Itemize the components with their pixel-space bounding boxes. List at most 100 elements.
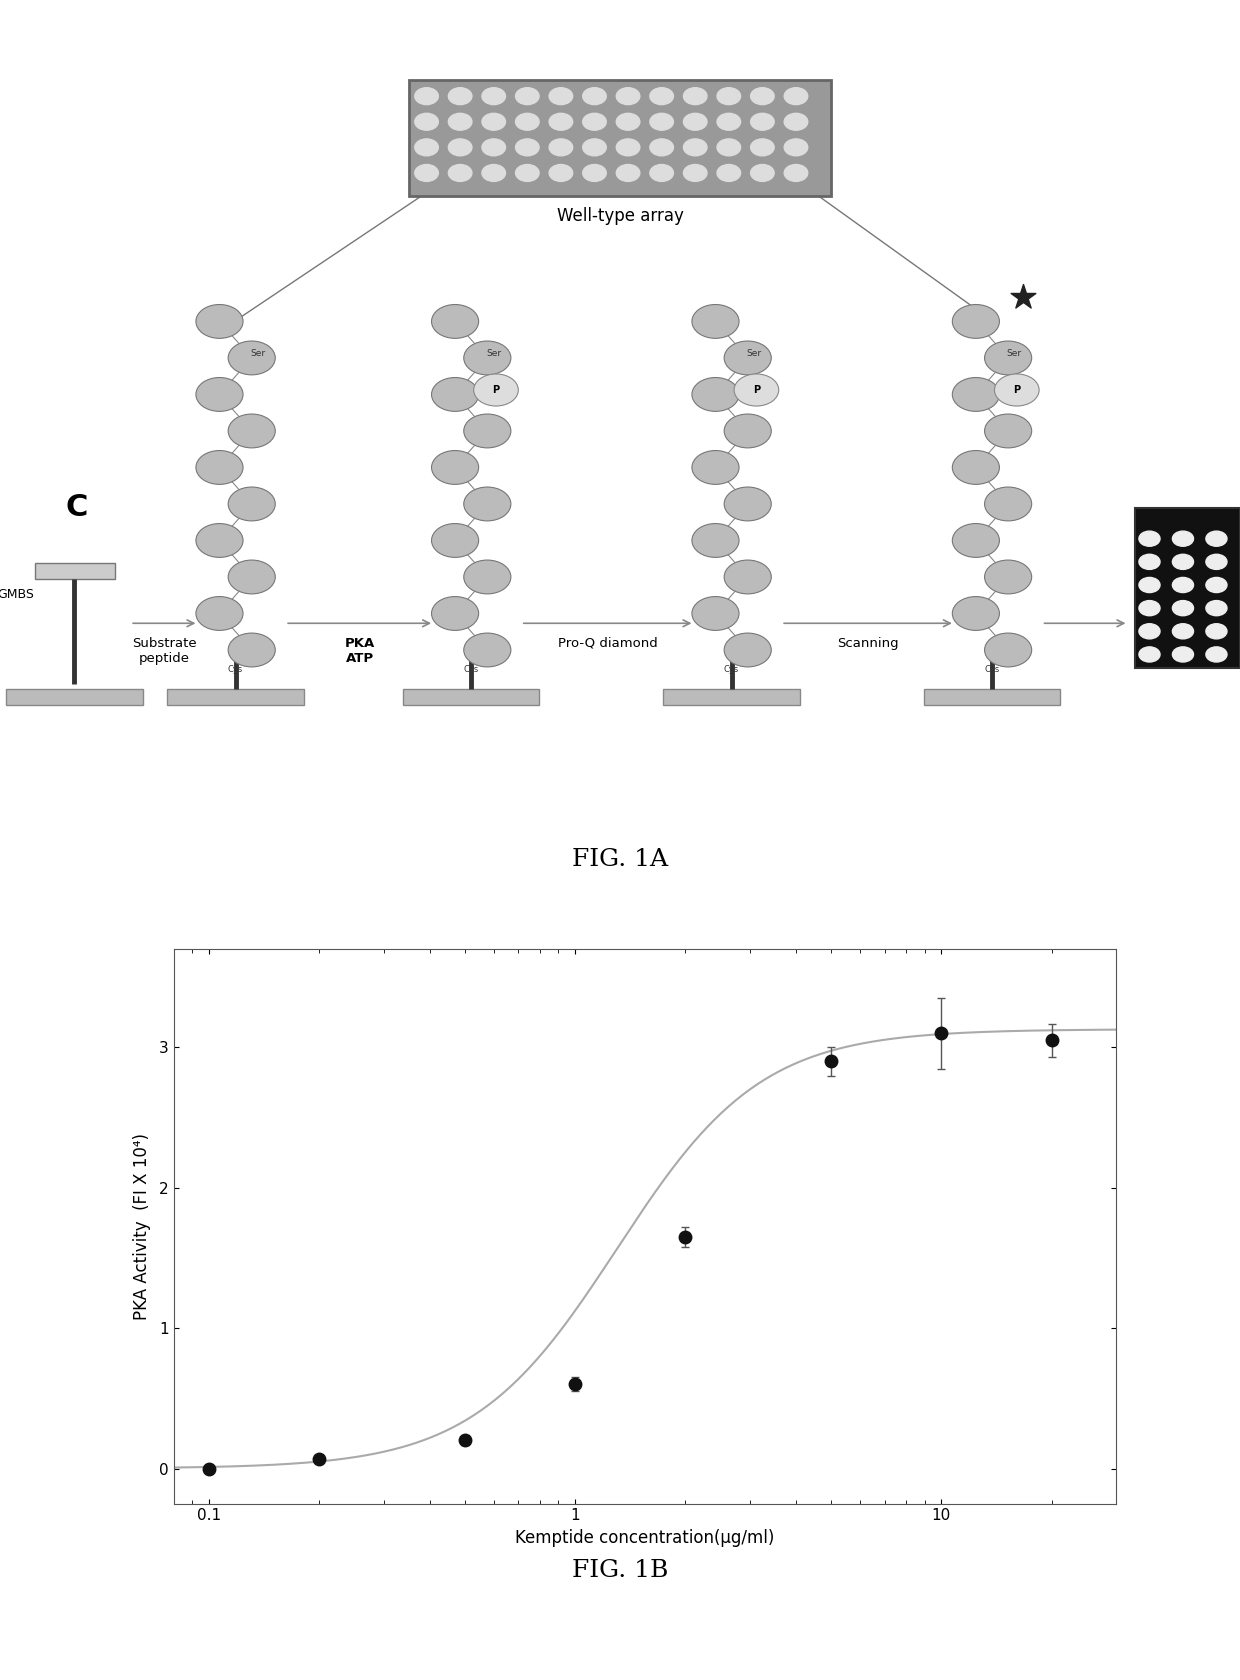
- Circle shape: [1140, 531, 1161, 546]
- Text: Cys: Cys: [228, 665, 243, 674]
- Circle shape: [583, 113, 606, 131]
- Circle shape: [683, 113, 707, 131]
- Circle shape: [449, 165, 472, 181]
- Circle shape: [1205, 554, 1226, 570]
- Circle shape: [432, 524, 479, 558]
- Circle shape: [750, 165, 774, 181]
- Circle shape: [616, 113, 640, 131]
- Y-axis label: PKA Activity  (FI X 10⁴): PKA Activity (FI X 10⁴): [133, 1132, 150, 1320]
- Circle shape: [692, 524, 739, 558]
- Circle shape: [228, 341, 275, 375]
- Text: Ser: Ser: [486, 349, 501, 358]
- Circle shape: [464, 559, 511, 595]
- Circle shape: [784, 87, 807, 104]
- Circle shape: [196, 596, 243, 630]
- Circle shape: [724, 413, 771, 449]
- Circle shape: [650, 113, 673, 131]
- Circle shape: [683, 139, 707, 156]
- Circle shape: [414, 113, 439, 131]
- Circle shape: [650, 165, 673, 181]
- Circle shape: [516, 87, 539, 104]
- Circle shape: [516, 165, 539, 181]
- FancyBboxPatch shape: [167, 689, 304, 706]
- Text: Pro-Q diamond: Pro-Q diamond: [558, 637, 657, 650]
- Circle shape: [583, 87, 606, 104]
- Text: FIG. 1B: FIG. 1B: [572, 1559, 668, 1583]
- Text: Ser: Ser: [746, 349, 761, 358]
- Circle shape: [616, 139, 640, 156]
- Circle shape: [464, 413, 511, 449]
- FancyBboxPatch shape: [403, 689, 539, 706]
- Circle shape: [985, 341, 1032, 375]
- Text: P: P: [1013, 385, 1021, 395]
- Circle shape: [228, 559, 275, 595]
- FancyBboxPatch shape: [1135, 507, 1240, 667]
- Circle shape: [196, 450, 243, 484]
- Circle shape: [650, 139, 673, 156]
- Circle shape: [464, 487, 511, 521]
- FancyBboxPatch shape: [6, 689, 143, 706]
- Circle shape: [482, 87, 506, 104]
- Text: P: P: [753, 385, 760, 395]
- Circle shape: [717, 113, 740, 131]
- Circle shape: [717, 87, 740, 104]
- FancyBboxPatch shape: [35, 563, 115, 578]
- Circle shape: [717, 165, 740, 181]
- Circle shape: [414, 139, 439, 156]
- Circle shape: [464, 341, 511, 375]
- Circle shape: [952, 524, 999, 558]
- Circle shape: [449, 113, 472, 131]
- Circle shape: [1140, 623, 1161, 638]
- Text: Ser: Ser: [1007, 349, 1022, 358]
- Circle shape: [432, 378, 479, 412]
- Circle shape: [1172, 531, 1193, 546]
- Circle shape: [952, 304, 999, 338]
- Circle shape: [549, 139, 573, 156]
- Circle shape: [516, 139, 539, 156]
- Circle shape: [952, 450, 999, 484]
- Circle shape: [616, 165, 640, 181]
- Circle shape: [196, 524, 243, 558]
- Circle shape: [724, 487, 771, 521]
- Circle shape: [196, 304, 243, 338]
- Circle shape: [985, 413, 1032, 449]
- Circle shape: [1140, 554, 1161, 570]
- Circle shape: [583, 165, 606, 181]
- Text: Well-type array: Well-type array: [557, 207, 683, 225]
- Circle shape: [432, 450, 479, 484]
- FancyBboxPatch shape: [409, 81, 831, 197]
- Circle shape: [784, 113, 807, 131]
- Circle shape: [432, 304, 479, 338]
- Circle shape: [1172, 554, 1193, 570]
- Circle shape: [1140, 600, 1161, 615]
- Circle shape: [549, 87, 573, 104]
- Text: PKA
ATP: PKA ATP: [345, 637, 374, 665]
- Text: Substrate
peptide: Substrate peptide: [131, 637, 197, 665]
- Text: Cys: Cys: [464, 665, 479, 674]
- Text: Scanning: Scanning: [837, 637, 899, 650]
- Circle shape: [449, 87, 472, 104]
- FancyBboxPatch shape: [663, 689, 800, 706]
- Circle shape: [228, 413, 275, 449]
- Text: Cys: Cys: [985, 665, 999, 674]
- Text: Ser: Ser: [250, 349, 265, 358]
- Circle shape: [482, 113, 506, 131]
- Circle shape: [724, 559, 771, 595]
- Circle shape: [464, 633, 511, 667]
- Circle shape: [549, 165, 573, 181]
- Circle shape: [1172, 647, 1193, 662]
- Circle shape: [692, 378, 739, 412]
- Circle shape: [734, 375, 779, 407]
- Circle shape: [692, 450, 739, 484]
- Circle shape: [516, 113, 539, 131]
- Circle shape: [692, 304, 739, 338]
- Circle shape: [985, 633, 1032, 667]
- Text: Cys: Cys: [724, 665, 739, 674]
- Circle shape: [616, 87, 640, 104]
- Circle shape: [683, 165, 707, 181]
- Circle shape: [482, 165, 506, 181]
- Circle shape: [650, 87, 673, 104]
- Circle shape: [1205, 531, 1226, 546]
- Circle shape: [432, 596, 479, 630]
- Circle shape: [414, 165, 439, 181]
